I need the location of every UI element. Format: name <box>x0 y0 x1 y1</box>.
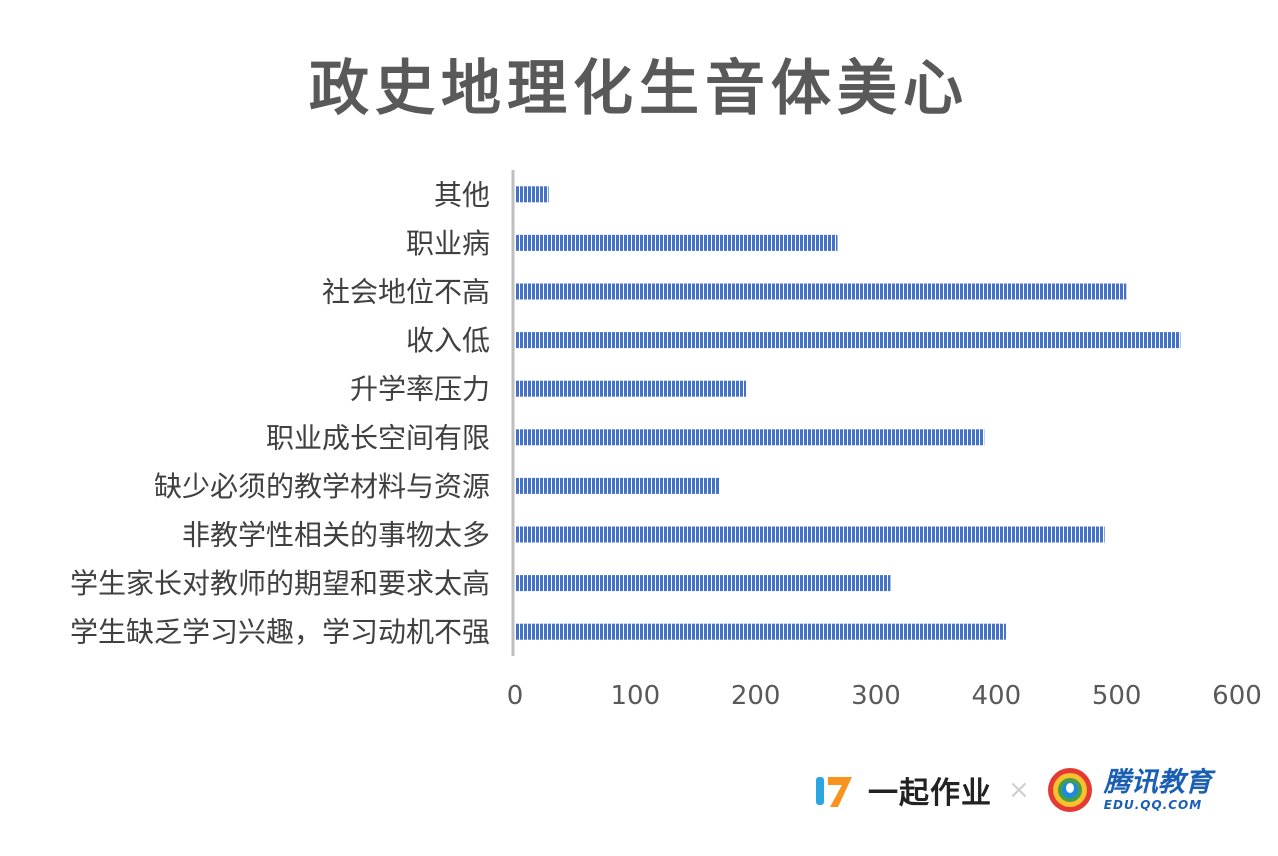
y-tick-label: 其他 <box>434 178 490 211</box>
x-tick-label: 600 <box>1212 681 1262 711</box>
y-tick-label: 职业病 <box>406 227 490 260</box>
bar <box>515 186 549 203</box>
x-tick-label: 200 <box>731 681 781 711</box>
y-tick-label: 学生家长对教师的期望和要求太高 <box>70 567 490 600</box>
yiqizuoye-logo-icon <box>816 777 852 807</box>
bar <box>515 429 985 446</box>
x-tick-label: 0 <box>507 681 524 711</box>
brand-tencent-edu: 腾讯教育 <box>1103 767 1212 798</box>
bar <box>515 623 1006 640</box>
bar <box>515 526 1105 543</box>
y-tick-label: 非教学性相关的事物太多 <box>182 519 490 552</box>
y-tick-label: 社会地位不高 <box>322 276 490 309</box>
x-tick-label: 100 <box>611 681 661 711</box>
bar <box>515 380 747 397</box>
x-tick-label: 400 <box>972 681 1022 711</box>
y-tick-label: 学生缺乏学习兴趣，学习动机不强 <box>70 616 490 649</box>
bar <box>515 283 1127 300</box>
y-tick-label: 缺少必须的教学材料与资源 <box>154 470 490 503</box>
y-tick-label: 职业成长空间有限 <box>266 421 490 454</box>
brand-yiqizuoye: 一起作业 <box>868 776 992 811</box>
bar <box>515 575 891 592</box>
tencent-edu-logo-icon <box>1047 768 1092 812</box>
footer-logos: 一起作业 × 腾讯教育 EDU.QQ.COM <box>812 760 1212 820</box>
x-tick-label: 500 <box>1092 681 1142 711</box>
y-tick-label: 收入低 <box>406 324 490 357</box>
bar-chart: 其他职业病社会地位不高收入低升学率压力职业成长空间有限缺少必须的教学材料与资源非… <box>70 170 1262 711</box>
bar <box>515 332 1181 349</box>
separator-cross: × <box>1008 775 1030 805</box>
y-tick-label: 升学率压力 <box>350 373 490 406</box>
x-tick-label: 300 <box>851 681 901 711</box>
bar <box>515 234 838 251</box>
bar <box>515 477 720 494</box>
brand-tencent-edu-url: EDU.QQ.COM <box>1103 798 1203 812</box>
chart-title: 政史地理化生音体美心 <box>309 54 969 124</box>
